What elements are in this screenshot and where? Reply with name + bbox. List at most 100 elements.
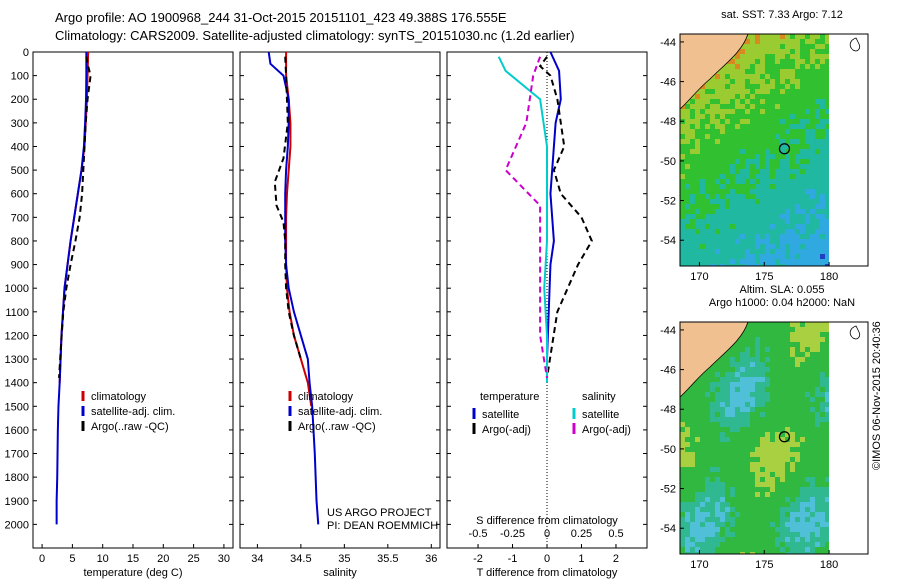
sal-diff-tick-label: 0.5 (608, 528, 623, 540)
map-0-ytick-label: -48 (660, 116, 676, 128)
map-1-title: Argo h1000: 0.04 h2000: NaN (709, 297, 855, 309)
sal-xtick-label: 36 (425, 553, 437, 565)
temp-xtick-label: 20 (157, 553, 169, 565)
sal-legend-label: Argo(..raw -QC) (298, 421, 376, 433)
map-1-ytick-label: -54 (660, 523, 676, 535)
diff-legend-label: Argo(-adj) (482, 424, 531, 436)
figure-title-line1: Argo profile: AO 1900968_244 31-Oct-2015… (55, 10, 507, 25)
map-0-ytick-label: -50 (660, 156, 676, 168)
map-1-island (849, 325, 861, 340)
diff-xtick-label: 0 (544, 553, 550, 565)
sal-axes-frame (239, 51, 441, 549)
sal-xtick-label: 34.5 (290, 553, 311, 565)
map-1-nodata (829, 322, 868, 554)
map-1-xtick-label: 175 (755, 559, 773, 571)
temp-xtick-label: 25 (187, 553, 199, 565)
diff-legend-label: satellite (482, 409, 519, 421)
sal-legend-label: satellite-adj. clim. (298, 406, 382, 418)
diff-xlabel: T difference from climatology (477, 567, 618, 579)
temp-xtick-label: 5 (69, 553, 75, 565)
depth-tick-label: 1300 (5, 354, 29, 366)
depth-tick-label: 2000 (5, 519, 29, 531)
temp-xlabel: temperature (deg C) (83, 567, 182, 579)
depth-tick-label: 1700 (5, 449, 29, 461)
depth-tick-label: 0 (23, 47, 29, 59)
map-0-ytick-label: -52 (660, 196, 676, 208)
sal-diff-tick-label: 0 (544, 528, 550, 540)
map-1-ytick-label: -48 (660, 404, 676, 416)
sal-xtick-label: 35.5 (377, 553, 398, 565)
map-0-xtick-label: 170 (690, 271, 708, 283)
sal-series-argo-raw-qc- (273, 56, 302, 360)
map-1-ytick-label: -44 (660, 325, 676, 337)
diff-legend-title-temp: temperature (480, 391, 539, 403)
project-annotation: US ARGO PROJECT (327, 507, 432, 519)
sal-legend-label: climatology (298, 391, 354, 403)
depth-tick-label: 400 (11, 141, 29, 153)
depth-tick-label: 1500 (5, 401, 29, 413)
depth-tick-label: 800 (11, 236, 29, 248)
depth-tick-label: 1600 (5, 425, 29, 437)
map-0-frame (679, 33, 869, 267)
map-0-xtick-label: 180 (820, 271, 838, 283)
depth-tick-label: 1800 (5, 472, 29, 484)
map-0-nodata (829, 34, 868, 266)
map-1-ytick-label: -50 (660, 444, 676, 456)
sal-xtick-label: 35 (338, 553, 350, 565)
depth-tick-label: 1100 (5, 307, 29, 319)
depth-tick-label: 100 (11, 71, 29, 83)
sal-diff-tick-label: 0.25 (571, 528, 592, 540)
diff-xtick-label: -1 (508, 553, 518, 565)
temp-legend-label: climatology (91, 391, 147, 403)
diff-series-temperature-argo-adj- (538, 56, 593, 379)
pi-annotation: PI: DEAN ROEMMICH (327, 520, 438, 532)
depth-tick-label: 1400 (5, 378, 29, 390)
diff-xtick-label: 2 (613, 553, 619, 565)
depth-tick-label: 600 (11, 189, 29, 201)
map-0-title: sat. SST: 7.33 Argo: 7.12 (721, 9, 843, 21)
diff-series-salinity-argo-adj- (504, 56, 548, 379)
temp-xtick-label: 15 (127, 553, 139, 565)
map-1-land (679, 321, 749, 398)
depth-tick-label: 1900 (5, 496, 29, 508)
sal-diff-tick-label: -0.25 (500, 528, 525, 540)
temp-xtick-label: 30 (218, 553, 230, 565)
diff-xtick-label: 1 (578, 553, 584, 565)
map-0-ytick-label: -46 (660, 77, 676, 89)
map-0-land (679, 33, 749, 110)
temp-legend-label: satellite-adj. clim. (91, 406, 175, 418)
map-0-argo-marker (778, 143, 791, 155)
sal-xlabel: salinity (323, 567, 357, 579)
sal-diff-axis-label: S difference from climatology (476, 515, 618, 527)
temp-xtick-label: 0 (39, 553, 45, 565)
diff-series-salinity-satellite (497, 56, 548, 383)
map-1-argo-marker (778, 431, 791, 443)
map-1-title: Altim. SLA: 0.055 (740, 284, 825, 296)
depth-tick-label: 300 (11, 118, 29, 130)
imos-credit: ©IMOS 06-Nov-2015 20:40:36 (871, 321, 883, 470)
sal-series-satellite-adj-clim- (267, 51, 320, 525)
map-0-ytick-label: -44 (660, 37, 676, 49)
temp-legend-label: Argo(..raw -QC) (91, 421, 169, 433)
depth-tick-label: 1000 (5, 283, 29, 295)
sal-xtick-label: 34 (251, 553, 263, 565)
map-1-ytick-label: -46 (660, 365, 676, 377)
temp-xtick-label: 10 (97, 553, 109, 565)
temp-axes-frame (32, 51, 234, 549)
depth-tick-label: 1200 (5, 330, 29, 342)
figure-title-line2: Climatology: CARS2009. Satellite-adjuste… (55, 28, 575, 43)
sal-diff-tick-label: -0.5 (469, 528, 488, 540)
map-1-ytick-label: -52 (660, 484, 676, 496)
map-0-ytick-label: -54 (660, 235, 676, 247)
map-1-frame (679, 321, 869, 555)
map-1-xtick-label: 180 (820, 559, 838, 571)
diff-xtick-label: -2 (473, 553, 483, 565)
diff-series-temperature-satellite (546, 51, 562, 383)
diff-axes-frame (446, 51, 648, 549)
map-0-xtick-label: 175 (755, 271, 773, 283)
depth-tick-label: 900 (11, 260, 29, 272)
depth-tick-label: 500 (11, 165, 29, 177)
diff-legend-label: satellite (582, 409, 619, 421)
map-1-xtick-label: 170 (690, 559, 708, 571)
